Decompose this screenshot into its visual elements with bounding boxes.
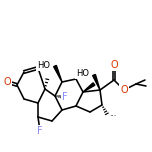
- Text: ···: ···: [109, 112, 116, 121]
- Text: O: O: [3, 77, 11, 87]
- Text: HO: HO: [37, 62, 50, 71]
- Text: O: O: [120, 85, 128, 95]
- Text: HO: HO: [76, 69, 89, 78]
- Text: F: F: [62, 92, 68, 102]
- Text: F: F: [37, 126, 43, 136]
- Text: O: O: [110, 60, 118, 70]
- Polygon shape: [83, 83, 95, 92]
- Polygon shape: [54, 65, 62, 82]
- Polygon shape: [93, 74, 100, 90]
